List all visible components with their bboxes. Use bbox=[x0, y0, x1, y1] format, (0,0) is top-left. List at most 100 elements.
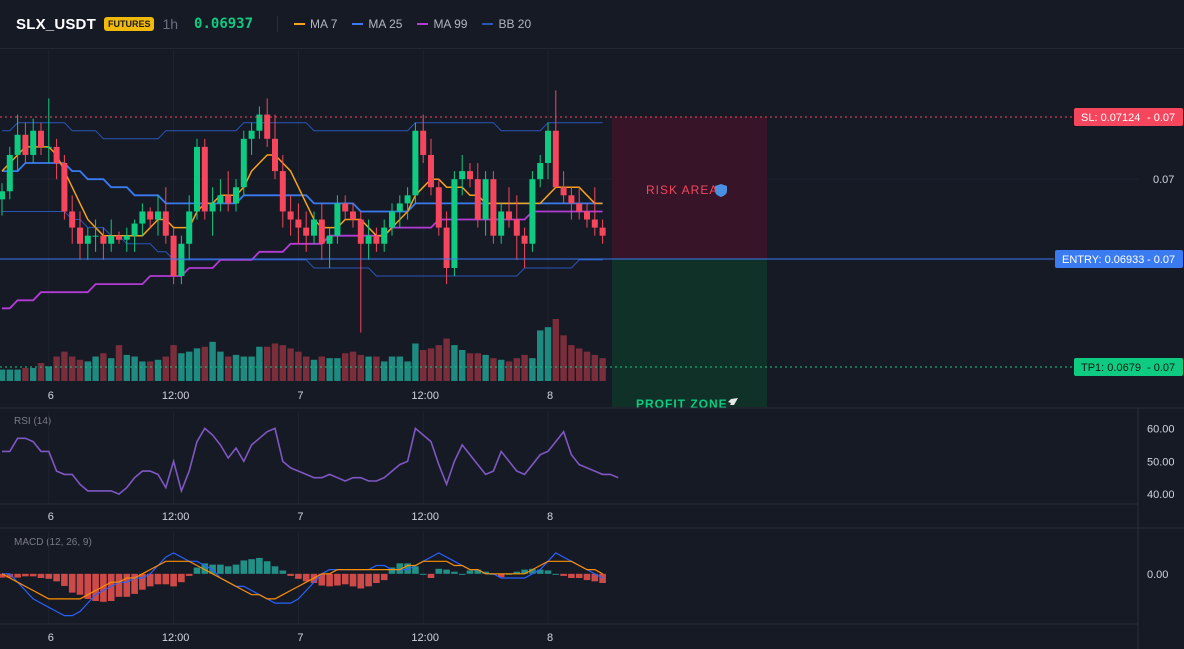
time-tick-label: 7 bbox=[297, 632, 303, 644]
macd-histogram-bar bbox=[482, 571, 489, 574]
macd-histogram-bar bbox=[318, 573, 326, 586]
macd-histogram-bar bbox=[6, 573, 14, 578]
macd-histogram-bar bbox=[544, 570, 552, 574]
volume-bar bbox=[186, 351, 193, 381]
candle-body bbox=[0, 191, 5, 200]
volume-bar bbox=[45, 366, 52, 381]
candle-body bbox=[521, 235, 528, 244]
volume-bar bbox=[6, 369, 13, 381]
take-profit-tag[interactable]: TP1: 0.0679 - 0.07 bbox=[1074, 358, 1183, 376]
macd-histogram-bar bbox=[271, 566, 279, 574]
candle-body bbox=[552, 130, 559, 188]
volume-bar bbox=[100, 353, 107, 381]
macd-histogram-bar bbox=[529, 568, 536, 574]
profit-zone bbox=[612, 259, 767, 407]
volume-bar bbox=[30, 367, 37, 381]
legend-item[interactable]: MA 99 bbox=[417, 17, 467, 31]
candle-body bbox=[389, 211, 395, 228]
volume-bar bbox=[162, 356, 169, 381]
stop-loss-value: SL: 0.07124 bbox=[1081, 112, 1140, 124]
candle-body bbox=[459, 171, 466, 180]
volume-bar bbox=[170, 345, 177, 381]
symbol-name[interactable]: SLX_USDT bbox=[16, 15, 96, 33]
volume-bar bbox=[396, 356, 403, 381]
volume-bars bbox=[0, 319, 606, 381]
candle-body bbox=[357, 219, 364, 244]
macd-histogram-bar bbox=[427, 573, 435, 578]
volume-bar bbox=[37, 363, 45, 381]
time-tick-label: 8 bbox=[547, 390, 553, 402]
volume-bar bbox=[248, 356, 255, 381]
macd-histogram-bar bbox=[388, 567, 396, 574]
candle-body bbox=[233, 187, 239, 204]
risk-area-label: RISK AREA bbox=[646, 183, 718, 197]
macd-histogram-bar bbox=[185, 573, 193, 576]
candle-body bbox=[240, 138, 247, 188]
volume-bar bbox=[513, 358, 520, 381]
macd-histogram-bar bbox=[568, 573, 575, 578]
macd-axis: 0.00 bbox=[1147, 569, 1168, 581]
legend-swatch bbox=[417, 23, 429, 25]
volume-bar bbox=[287, 348, 294, 381]
candle-body bbox=[131, 223, 138, 236]
timeframe-selector[interactable]: 1h bbox=[162, 16, 179, 32]
legend-item[interactable]: BB 20 bbox=[482, 17, 531, 31]
time-tick-label: 12:00 bbox=[411, 511, 439, 523]
legend-item[interactable]: MA 25 bbox=[352, 17, 402, 31]
macd-histogram-bar bbox=[232, 564, 240, 574]
volume-bar bbox=[435, 345, 442, 381]
volume-bar bbox=[583, 351, 591, 381]
volume-bar bbox=[22, 367, 29, 381]
volume-bar bbox=[326, 358, 333, 381]
candle-body bbox=[155, 211, 161, 220]
legend-item[interactable]: MA 7 bbox=[294, 17, 337, 31]
bollinger-bands bbox=[2, 122, 603, 277]
macd-histogram-bar bbox=[396, 563, 404, 574]
volume-bar bbox=[537, 330, 544, 381]
volume-bar bbox=[568, 345, 575, 381]
time-axis-macd: 6 12:00 7 12:00 8 bbox=[48, 632, 553, 644]
macd-histogram-bar bbox=[302, 573, 310, 582]
candle-body bbox=[490, 179, 497, 236]
macd-histogram-bar bbox=[29, 573, 37, 577]
macd-histogram-bar bbox=[45, 573, 53, 579]
legend-label: MA 7 bbox=[310, 17, 338, 31]
candle-body bbox=[318, 219, 325, 244]
futures-badge: FUTURES bbox=[103, 17, 155, 31]
take-profit-axis-value: - 0.07 bbox=[1147, 362, 1175, 374]
time-axis-rsi: 6 12:00 7 12:00 8 bbox=[48, 511, 553, 523]
macd-histogram-bar bbox=[92, 573, 99, 601]
volume-bar bbox=[365, 356, 372, 381]
macd-histogram-bar bbox=[380, 573, 388, 581]
volume-bar bbox=[279, 345, 286, 381]
macd-histogram-bar bbox=[170, 573, 177, 587]
candle-body bbox=[77, 227, 83, 244]
volume-bar bbox=[61, 351, 68, 381]
macd-histogram-bar bbox=[326, 573, 333, 587]
candle-body bbox=[217, 195, 224, 204]
last-price: 0.06937 bbox=[194, 16, 254, 32]
rsi-grid bbox=[0, 412, 1138, 505]
candle-body bbox=[287, 211, 294, 220]
entry-tag[interactable]: ENTRY: 0.06933 - 0.07 bbox=[1055, 250, 1183, 268]
candle-body bbox=[225, 195, 232, 204]
entry-value: ENTRY: 0.06933 bbox=[1062, 254, 1144, 266]
volume-bar bbox=[240, 356, 247, 381]
macd-histogram-bar bbox=[560, 573, 567, 576]
macd-histogram-bar bbox=[466, 570, 474, 574]
shield-icon bbox=[715, 184, 727, 197]
macd-histogram-bar bbox=[248, 559, 255, 574]
stop-loss-tag[interactable]: SL: 0.07124 - 0.07 bbox=[1074, 108, 1183, 126]
macd-histogram-bar bbox=[583, 573, 591, 581]
volume-bar bbox=[201, 346, 208, 381]
candle-body bbox=[92, 235, 99, 237]
candle-body bbox=[45, 146, 52, 148]
volume-bar bbox=[560, 335, 567, 381]
rsi-line bbox=[2, 426, 619, 496]
stop-loss-axis-value: - 0.07 bbox=[1147, 112, 1175, 124]
candle-body bbox=[256, 114, 263, 131]
time-tick-label: 12:00 bbox=[411, 390, 439, 402]
candle-body bbox=[529, 179, 536, 244]
volume-bar bbox=[318, 356, 325, 381]
